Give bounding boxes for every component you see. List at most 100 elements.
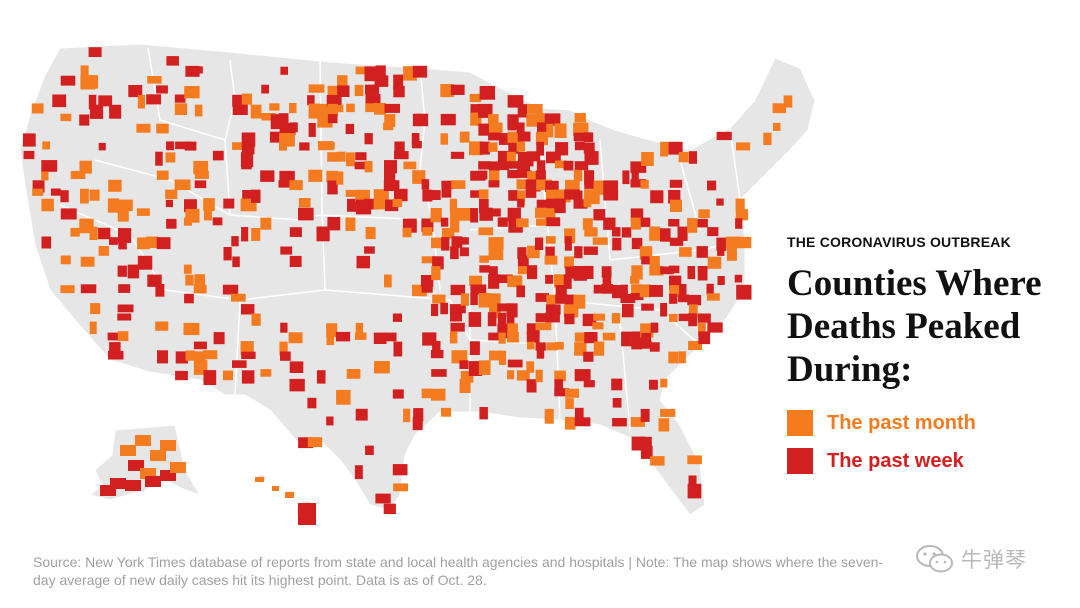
- county-cell: [621, 331, 632, 347]
- county-cell: [507, 275, 523, 288]
- county-cell: [392, 198, 403, 207]
- county-cell: [326, 142, 335, 150]
- county-cell: [622, 170, 630, 185]
- county-cell: [441, 180, 454, 190]
- county-cell: [450, 84, 465, 95]
- county-cell: [688, 151, 697, 164]
- county-cell: [449, 331, 458, 344]
- county-cell: [544, 408, 554, 424]
- county-cell: [393, 341, 403, 357]
- county-cell: [384, 114, 396, 127]
- county-cell: [298, 198, 311, 208]
- legend: The past month The past week: [787, 410, 976, 486]
- county-cell: [431, 369, 447, 377]
- county-cell: [668, 265, 680, 274]
- county-cell: [716, 131, 732, 141]
- county-cell: [688, 304, 698, 319]
- county-cell: [336, 171, 344, 185]
- county-cell: [583, 351, 594, 362]
- county-cell: [232, 94, 243, 107]
- county-cell: [687, 455, 702, 465]
- county-cell: [89, 189, 100, 201]
- county-cell: [602, 332, 616, 341]
- county-cell: [593, 209, 606, 221]
- county-cell: [346, 103, 355, 113]
- county-cell: [669, 179, 683, 188]
- county-cell: [698, 209, 710, 219]
- legend-label-week: The past week: [827, 449, 964, 472]
- county-cell: [278, 113, 289, 127]
- county-cell: [507, 207, 521, 222]
- county-cell: [488, 274, 500, 289]
- county-cell: [80, 188, 89, 204]
- county-cell: [565, 388, 579, 398]
- county-cell: [241, 351, 256, 359]
- county-cell: [526, 379, 537, 393]
- county-cell: [403, 161, 417, 170]
- county-cell: [763, 132, 772, 145]
- county-cell: [612, 418, 627, 427]
- county-cell: [507, 131, 524, 144]
- county-cell: [146, 94, 161, 105]
- county-cell: [497, 150, 509, 163]
- county-cell: [203, 370, 217, 385]
- county-cell: [451, 180, 466, 189]
- county-cell: [317, 141, 334, 151]
- county-cell: [100, 485, 116, 496]
- county-cell: [393, 483, 408, 492]
- county-cell: [535, 131, 548, 146]
- county-cell: [612, 237, 622, 251]
- county-cell: [298, 437, 314, 449]
- county-cell: [127, 264, 140, 279]
- county-cell: [535, 369, 543, 383]
- county-cell: [431, 237, 446, 249]
- county-cell: [554, 370, 566, 382]
- county-cell: [565, 398, 574, 409]
- county-cell: [506, 151, 516, 165]
- county-cell: [459, 131, 470, 143]
- county-cell: [326, 323, 338, 338]
- county-cell: [535, 237, 544, 250]
- county-cell: [365, 445, 374, 455]
- county-cell: [212, 150, 224, 161]
- county-cell: [175, 141, 191, 150]
- county-cell: [612, 285, 621, 299]
- county-cell: [584, 332, 598, 344]
- county-cell: [194, 274, 205, 287]
- county-cell: [601, 266, 612, 278]
- county-cell: [440, 84, 454, 98]
- county-cell: [621, 227, 632, 238]
- county-cell: [88, 94, 97, 110]
- county-cell: [70, 171, 86, 179]
- county-cell: [783, 95, 793, 108]
- county-cell: [432, 294, 446, 304]
- county-cell: [726, 246, 737, 261]
- county-cell: [364, 198, 378, 210]
- county-cell: [649, 256, 660, 268]
- kicker: THE CORONAVIRUS OUTBREAK: [787, 234, 1011, 250]
- county-cell: [385, 199, 399, 212]
- county-cell: [573, 199, 588, 209]
- county-cell: [212, 217, 223, 226]
- county-cell: [185, 274, 194, 286]
- county-cell: [574, 161, 589, 171]
- county-cell: [574, 332, 591, 342]
- county-cell: [450, 217, 460, 233]
- county-cell: [155, 284, 165, 297]
- county-cell: [670, 199, 682, 212]
- legend-label-month: The past month: [827, 411, 976, 434]
- county-cell: [489, 161, 500, 172]
- county-cell: [365, 84, 380, 95]
- county-cell: [698, 322, 706, 336]
- county-cell: [527, 341, 535, 350]
- county-cell: [280, 351, 291, 361]
- county-cell: [299, 142, 310, 151]
- county-cell: [79, 114, 90, 126]
- county-cell: [536, 218, 550, 226]
- county-cell: [345, 217, 356, 231]
- county-cell: [98, 95, 113, 107]
- county-cell: [573, 294, 586, 309]
- county-cell: [365, 227, 376, 240]
- county-cell: [160, 440, 176, 451]
- county-cell: [507, 123, 517, 131]
